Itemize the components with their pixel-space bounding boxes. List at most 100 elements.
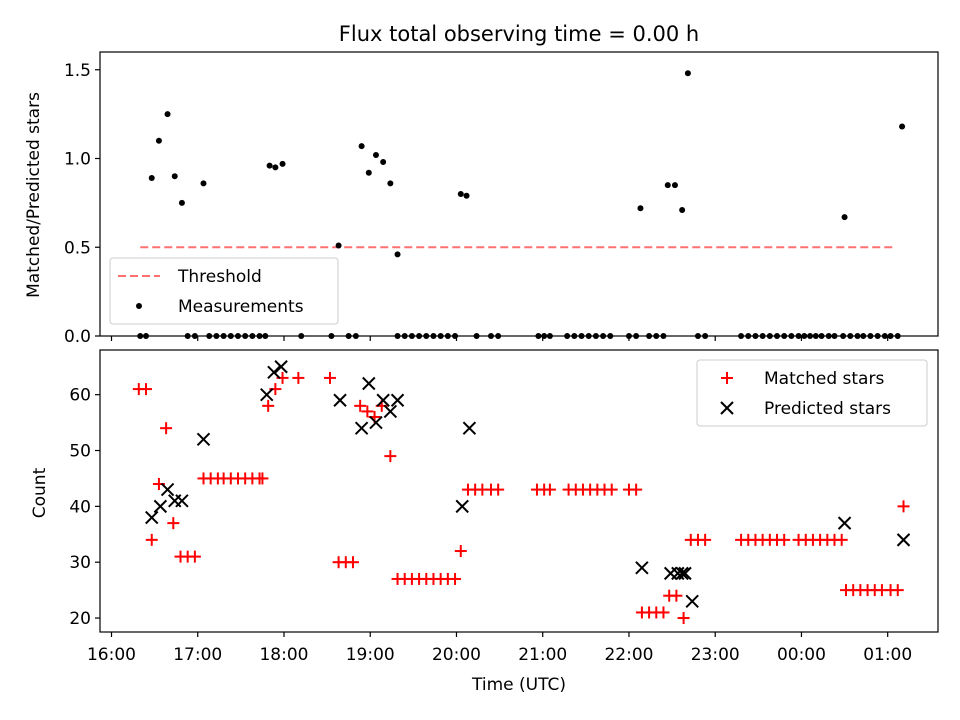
- measurement-point: [272, 164, 279, 171]
- matched-star-point: [835, 533, 848, 546]
- measurement-point: [679, 206, 686, 213]
- measurement-point: [372, 151, 379, 158]
- predicted-star-point: [145, 510, 159, 525]
- bottom-panel: 20 30 40 50 60 16:00 17:00 18:00 19:00 20:00 21:0…: [30, 349, 939, 695]
- measurement-point: [148, 175, 155, 182]
- matched-star-point: [323, 371, 336, 384]
- matched-star-point: [699, 533, 712, 546]
- bottom-x-tick-label: 16:00: [87, 645, 136, 665]
- legend-threshold-label: Threshold: [177, 267, 262, 287]
- legend-predicted-swatch: [720, 401, 734, 415]
- measurement-point: [200, 180, 207, 187]
- measurement-point: [279, 160, 286, 167]
- measurement-point: [266, 162, 273, 169]
- measurement-point: [463, 192, 470, 199]
- top-y-tick-label: 1.0: [64, 150, 91, 170]
- bottom-x-tick-label: 19:00: [346, 645, 395, 665]
- bottom-x-tick-label: 20:00: [432, 645, 481, 665]
- top-x-ticks: [110, 336, 889, 341]
- predicted-star-point: [260, 387, 274, 402]
- bottom-y-ticks: 20 30 40 50 60: [69, 386, 100, 629]
- matched-star-point: [160, 422, 173, 435]
- predicted-star-point: [354, 421, 369, 435]
- bottom-x-tick-label: 21:00: [518, 645, 567, 665]
- matched-star-point: [256, 472, 269, 485]
- predicted-star-point: [153, 499, 168, 514]
- predicted-star-point: [362, 376, 376, 391]
- matched-star-point: [543, 483, 556, 496]
- bottom-legend-box: [696, 359, 928, 427]
- bottom-x-tick-label: 23:00: [691, 645, 740, 665]
- bottom-y-tick-label: 50: [69, 442, 91, 462]
- predicted-star-point: [675, 566, 689, 581]
- top-y-axis-label: Matched/Predicted stars: [24, 92, 44, 298]
- bottom-x-tick-label: 17:00: [173, 645, 222, 665]
- matched-star-point: [167, 517, 180, 530]
- bottom-x-axis-label: Time (UTC): [471, 675, 566, 695]
- matched-star-point: [292, 371, 305, 384]
- predicted-star-point: [160, 482, 175, 497]
- measurement-point: [358, 143, 365, 150]
- predicted-star-point: [455, 499, 469, 514]
- measurement-point: [171, 173, 178, 180]
- matched-star-point: [346, 556, 359, 569]
- matched-star-point: [139, 383, 152, 396]
- matched-star-point: [454, 545, 467, 558]
- predicted-star-point: [635, 561, 649, 575]
- matched-star-point: [778, 533, 791, 546]
- bottom-y-tick-label: 30: [69, 553, 91, 573]
- predicted-star-point: [175, 494, 189, 508]
- matched-star-point: [657, 606, 670, 619]
- bottom-legend: Matched stars Predicted stars: [696, 359, 928, 427]
- matched-star-point: [354, 399, 367, 412]
- bottom-x-tick-label: 00:00: [777, 645, 826, 665]
- predicted-star-point: [267, 365, 281, 380]
- bottom-x-ticks: 16:00 17:00 18:00 19:00 20:00 21:00 22:00 23:00…: [87, 632, 912, 665]
- top-y-tick-label: 1.5: [64, 61, 91, 81]
- measurement-point: [387, 180, 394, 187]
- measurement-point: [155, 137, 162, 144]
- measurement-point: [671, 182, 678, 189]
- matched-star-point: [449, 572, 462, 585]
- predicted-star-point: [274, 360, 288, 374]
- top-axes-frame: [99, 51, 939, 337]
- measurement-point: [457, 191, 464, 197]
- legend-predicted-label: Predicted stars: [764, 399, 891, 419]
- bottom-y-tick-label: 20: [69, 609, 91, 629]
- predicted-star-point: [685, 594, 699, 608]
- bottom-marks: [132, 360, 911, 625]
- matched-star-point: [145, 533, 158, 546]
- bottom-y-tick-label: 40: [69, 497, 91, 517]
- matched-star-point: [891, 584, 904, 597]
- measurement-point: [178, 199, 185, 206]
- matched-star-point: [670, 589, 683, 602]
- predicted-star-point: [196, 432, 211, 447]
- measurement-point: [684, 70, 691, 77]
- top-legend-box: [109, 257, 339, 325]
- top-legend: Threshold Measurements: [109, 257, 339, 325]
- bottom-axes-frame: [99, 349, 939, 633]
- top-y-ticks: 0.0 0.5 1.0 1.5: [64, 61, 100, 347]
- bottom-x-tick-label: 22:00: [604, 645, 653, 665]
- measurement-point: [164, 111, 171, 118]
- matched-star-point: [361, 405, 374, 418]
- predicted-star-point: [678, 566, 692, 581]
- top-panel: 0.0 0.5 1.0 1.5 Matched/Predicted stars Thr…: [24, 51, 939, 347]
- predicted-star-point: [333, 393, 347, 407]
- matched-star-point: [605, 483, 618, 496]
- predicted-star-point: [390, 393, 405, 407]
- measurement-point: [380, 159, 387, 166]
- matched-star-point: [384, 450, 397, 463]
- measurement-point: [637, 205, 644, 212]
- legend-measurements-swatch: [136, 303, 142, 309]
- predicted-star-point: [369, 415, 383, 430]
- matched-star-point: [630, 483, 643, 496]
- matched-star-point: [262, 399, 275, 412]
- measurement-point: [365, 169, 372, 176]
- legend-matched-label: Matched stars: [764, 369, 884, 389]
- legend-measurements-label: Measurements: [178, 297, 304, 317]
- bottom-x-tick-label: 01:00: [863, 645, 912, 665]
- predicted-star-point: [376, 393, 390, 407]
- bottom-y-tick-label: 60: [69, 386, 91, 406]
